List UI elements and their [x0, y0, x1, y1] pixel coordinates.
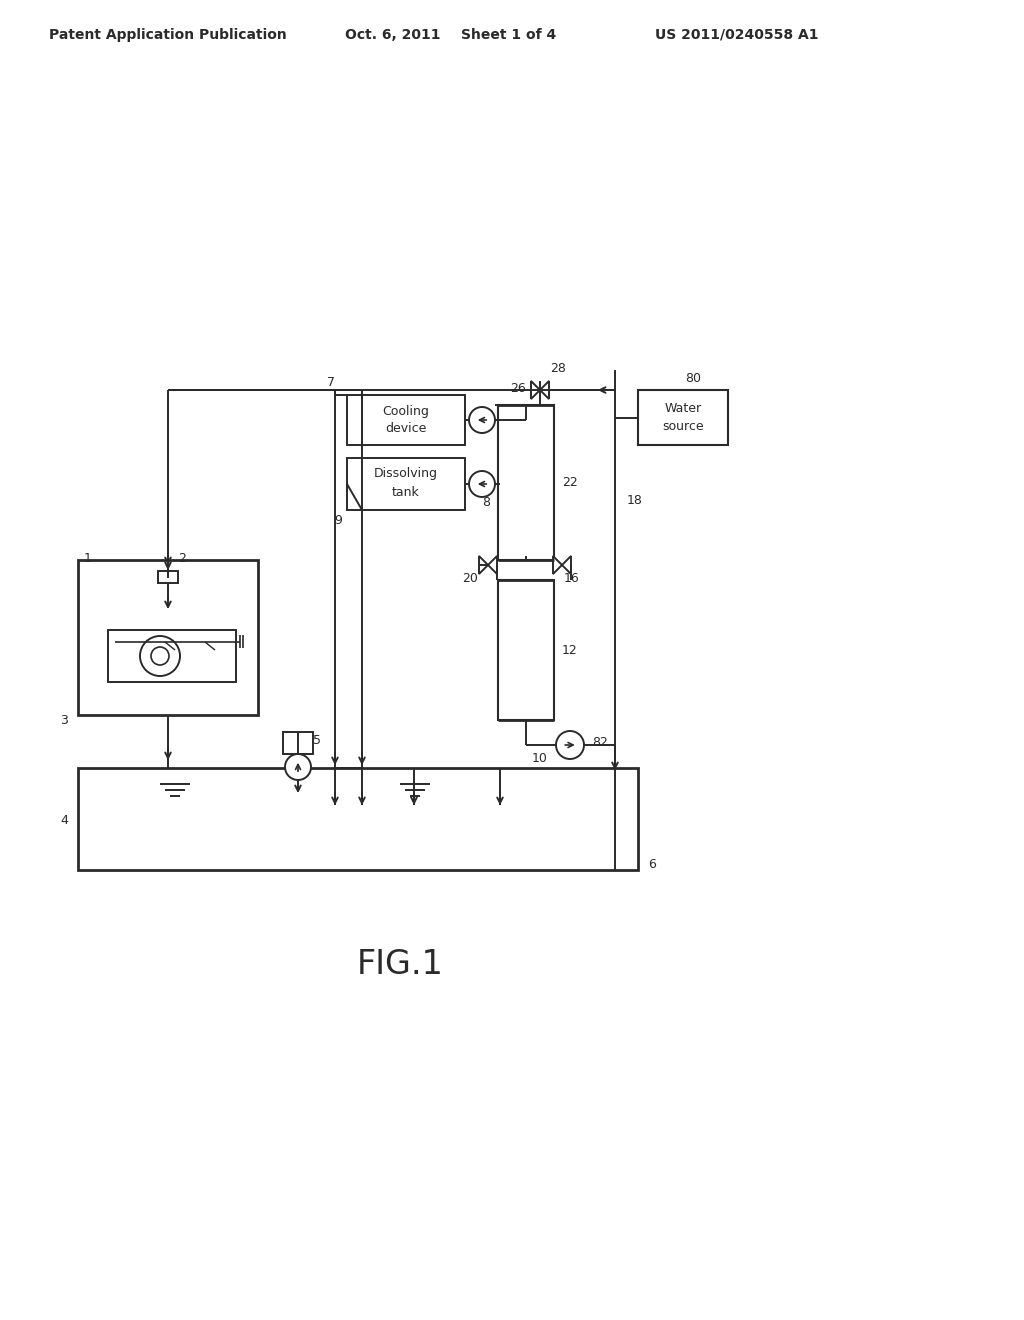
- Bar: [347, 458, 465, 510]
- Text: 2: 2: [178, 552, 186, 565]
- Text: Patent Application Publication: Patent Application Publication: [49, 28, 287, 42]
- Text: Oct. 6, 2011: Oct. 6, 2011: [345, 28, 440, 42]
- Text: tank: tank: [392, 486, 420, 499]
- Text: Sheet 1 of 4: Sheet 1 of 4: [462, 28, 557, 42]
- Text: 8: 8: [482, 495, 490, 508]
- Text: 28: 28: [550, 362, 566, 375]
- Text: 7: 7: [327, 376, 335, 389]
- Text: 18: 18: [627, 494, 643, 507]
- Circle shape: [140, 636, 180, 676]
- Polygon shape: [562, 556, 571, 574]
- Text: 3: 3: [60, 714, 68, 726]
- Text: Cooling: Cooling: [383, 404, 429, 417]
- Circle shape: [469, 407, 495, 433]
- Polygon shape: [488, 556, 497, 574]
- Text: 10: 10: [532, 752, 548, 766]
- Polygon shape: [531, 381, 540, 399]
- Bar: [498, 405, 554, 560]
- Circle shape: [469, 471, 495, 498]
- Bar: [78, 560, 258, 715]
- Text: US 2011/0240558 A1: US 2011/0240558 A1: [655, 28, 819, 42]
- Text: 5: 5: [313, 734, 321, 747]
- Circle shape: [556, 731, 584, 759]
- Polygon shape: [479, 556, 488, 574]
- Bar: [638, 389, 728, 445]
- Bar: [498, 579, 554, 719]
- Bar: [78, 768, 638, 870]
- Text: source: source: [663, 420, 703, 433]
- Text: device: device: [385, 422, 427, 436]
- Text: 26: 26: [510, 381, 526, 395]
- Text: 4: 4: [60, 813, 68, 826]
- Text: 6: 6: [648, 858, 656, 871]
- Bar: [283, 733, 313, 754]
- Text: 1: 1: [84, 552, 92, 565]
- Text: FIG.1: FIG.1: [356, 949, 443, 982]
- Text: 16: 16: [564, 573, 580, 586]
- Polygon shape: [553, 556, 562, 574]
- Bar: [108, 630, 236, 682]
- Text: 22: 22: [562, 477, 578, 488]
- Text: 12: 12: [562, 644, 578, 656]
- Text: Water: Water: [665, 403, 701, 414]
- Polygon shape: [540, 381, 549, 399]
- Text: Dissolving: Dissolving: [374, 467, 438, 480]
- Text: 80: 80: [685, 371, 701, 384]
- Bar: [158, 572, 178, 583]
- Circle shape: [285, 754, 311, 780]
- Text: 82: 82: [592, 737, 608, 750]
- Bar: [347, 395, 465, 445]
- Text: 9: 9: [334, 513, 342, 527]
- Text: 20: 20: [462, 573, 478, 586]
- Circle shape: [151, 647, 169, 665]
